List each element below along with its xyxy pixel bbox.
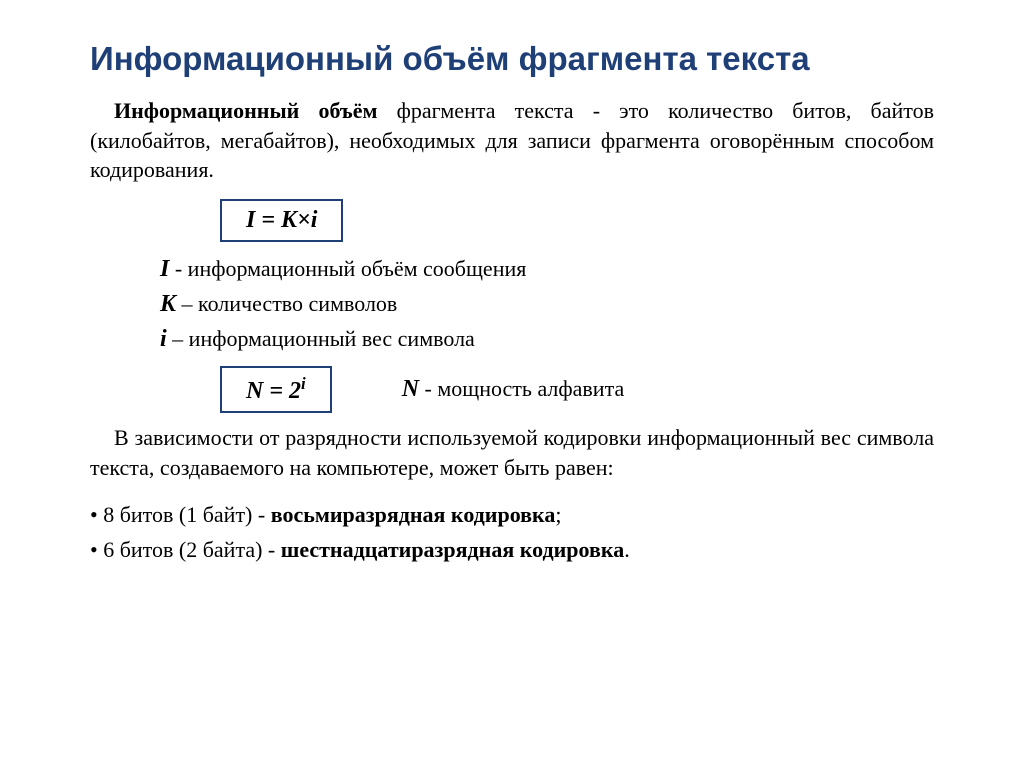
- bullet-suffix: ;: [555, 502, 561, 527]
- definitions-block: I - информационный объём сообщения K – к…: [160, 252, 934, 356]
- bullet-prefix: • 6 битов (2 байта) -: [90, 537, 281, 562]
- def-line: I - информационный объём сообщения: [160, 252, 934, 287]
- formula-1-box: I = K×i: [220, 199, 343, 242]
- bullet-suffix: .: [624, 537, 630, 562]
- def-var: I: [160, 256, 169, 282]
- page-title: Информационный объём фрагмента текста: [90, 40, 934, 78]
- intro-bold-term: Информационный объём: [114, 98, 377, 123]
- formula-2-box: N = 2i: [220, 366, 332, 413]
- intro-paragraph: Информационный объём фрагмента текста - …: [90, 96, 934, 185]
- formula-2-row: N = 2i N - мощность алфавита: [90, 366, 934, 413]
- def-text: информационный объём сообщения: [188, 256, 527, 281]
- formula-2-side-text: - мощность алфавита: [419, 376, 624, 401]
- def-var: K: [160, 291, 176, 317]
- def-sep: -: [169, 256, 187, 281]
- def-line: K – количество символов: [160, 287, 934, 322]
- paragraph-2: В зависимости от разрядности используемо…: [90, 423, 934, 482]
- bullet-bold: восьмиразрядная кодировка: [271, 502, 556, 527]
- def-var: i: [160, 326, 167, 352]
- def-sep: –: [176, 291, 198, 316]
- formula-2-side-var: N: [402, 376, 419, 402]
- def-sep: –: [167, 326, 189, 351]
- formula-2-side: N - мощность алфавита: [402, 376, 625, 403]
- bullet-item: • 6 битов (2 байта) - шестнадцатиразрядн…: [90, 532, 934, 567]
- formula-1-row: I = K×i: [90, 199, 934, 242]
- formula-2-sup: i: [301, 374, 306, 393]
- def-line: i – информационный вес символа: [160, 322, 934, 357]
- bullet-bold: шестнадцатиразрядная кодировка: [281, 537, 624, 562]
- bullet-prefix: • 8 битов (1 байт) -: [90, 502, 271, 527]
- bullet-item: • 8 битов (1 байт) - восьмиразрядная код…: [90, 497, 934, 532]
- def-text: количество символов: [198, 291, 397, 316]
- formula-2-base: N = 2: [246, 378, 301, 404]
- def-text: информационный вес символа: [189, 326, 475, 351]
